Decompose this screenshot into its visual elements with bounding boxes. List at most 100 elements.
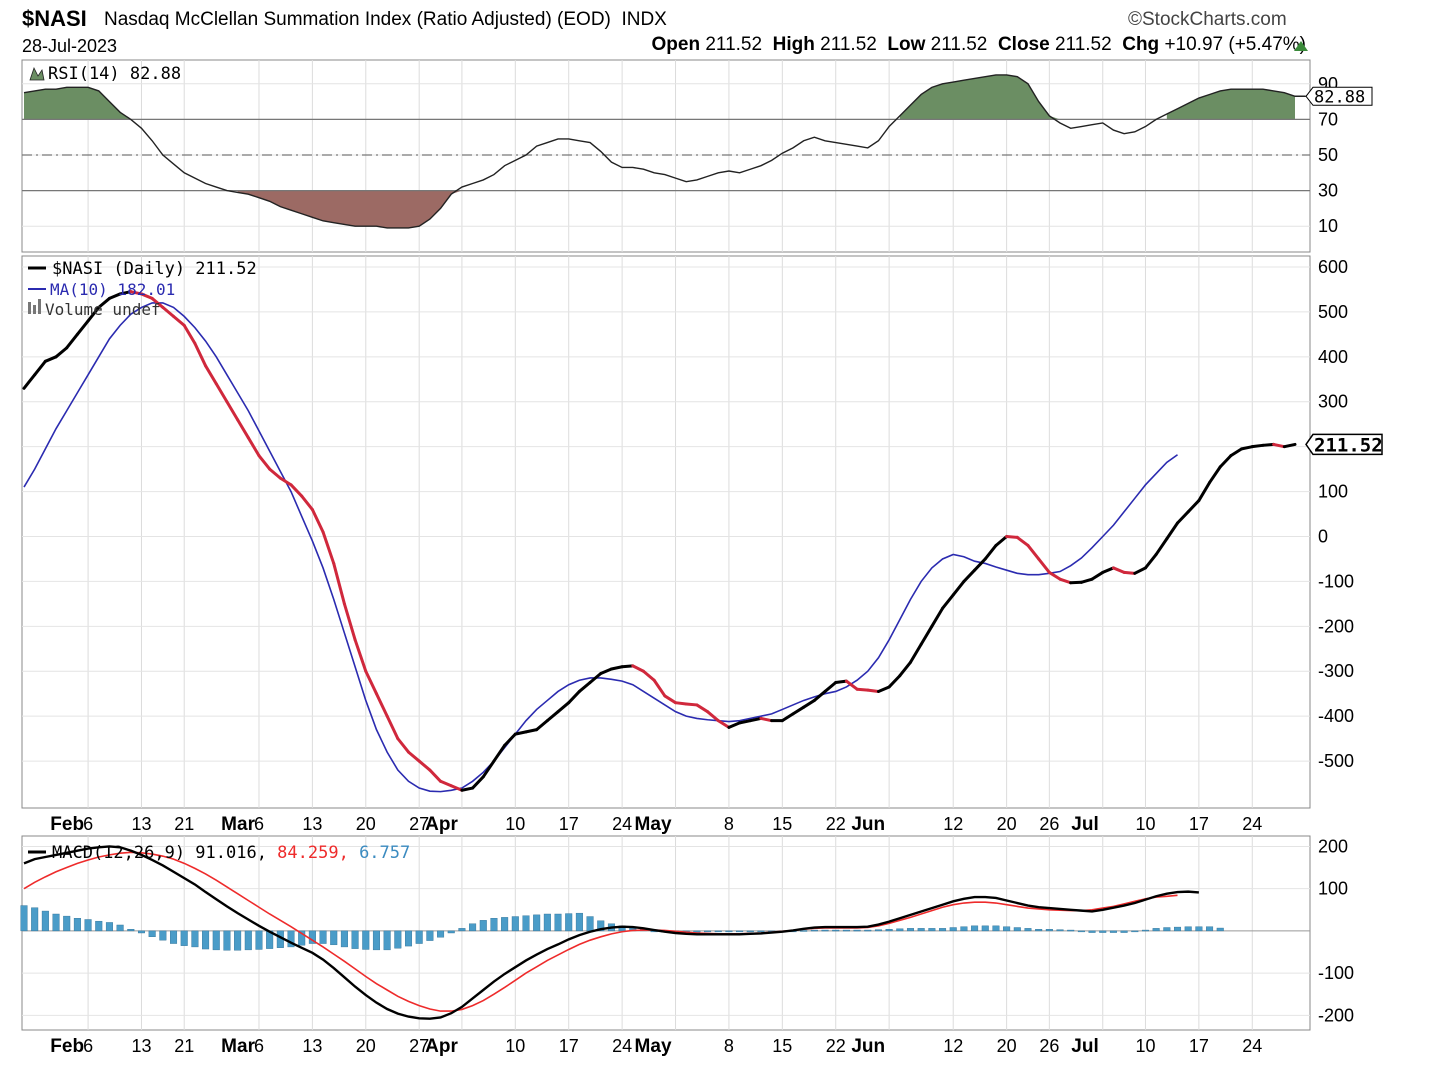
- macd-histogram-bar: [426, 930, 434, 941]
- price-segment: [1133, 566, 1147, 575]
- ma-value-tag-text: 182.01: [1316, 0, 1377, 5]
- brand-logo[interactable]: ©StockCharts.com: [1128, 9, 1287, 30]
- price-segment: [204, 364, 218, 386]
- macd-histogram-bar: [992, 925, 1000, 932]
- macd-histogram-bar: [746, 930, 754, 933]
- macd-histogram-bar: [170, 930, 178, 944]
- macd-histogram-bar: [362, 930, 370, 950]
- macd-histogram-bar: [1035, 929, 1043, 932]
- price-segment: [1026, 543, 1041, 561]
- price-segment: [33, 359, 47, 377]
- price-segment: [663, 694, 678, 705]
- price-segment: [1176, 510, 1190, 525]
- price-segment: [941, 593, 955, 610]
- date-label-month: Feb: [50, 814, 84, 835]
- price-segment: [930, 606, 945, 628]
- macd-histogram-bar: [725, 930, 733, 933]
- macd-histogram-bar: [31, 907, 39, 932]
- price-segment: [1047, 570, 1062, 581]
- price-segment: [1015, 535, 1030, 547]
- date-label: 20: [356, 814, 376, 834]
- macd-tick-label: 100: [1318, 879, 1348, 899]
- date-label: 24: [612, 814, 632, 834]
- price-segment: [983, 543, 998, 561]
- price-segment: [513, 730, 528, 736]
- high-value: 211.52: [820, 34, 877, 55]
- macd-histogram-bar: [404, 930, 413, 947]
- price-segment: [492, 743, 507, 763]
- macd-legend-part: MACD(12,26,9) 91.016,: [52, 843, 267, 863]
- hist-value-tag-text: 6.757: [1314, 0, 1365, 5]
- date-label: 17: [559, 814, 579, 834]
- macd-histogram-bar: [415, 930, 423, 944]
- price-segment: [1122, 570, 1137, 575]
- price-segment: [876, 685, 891, 693]
- date-label: 17: [1189, 1036, 1209, 1056]
- date-label-month: May: [635, 1036, 672, 1057]
- macd-histogram-bar: [1077, 930, 1085, 933]
- price-segment: [1240, 445, 1254, 451]
- price-segment: [43, 355, 58, 363]
- date-label: 6: [83, 814, 93, 834]
- price-segment: [407, 750, 421, 763]
- price-segment: [225, 400, 240, 422]
- price-segment: [1079, 577, 1094, 584]
- macd-histogram-bar: [1195, 926, 1203, 932]
- low-label: Low: [887, 34, 926, 55]
- macd-histogram-bar: [554, 913, 562, 932]
- ma-legend-text: MA(10) 182.01: [50, 280, 175, 299]
- price-segment: [86, 305, 101, 323]
- macd-histogram-bar: [1152, 928, 1160, 932]
- macd-histogram-bar: [202, 930, 210, 950]
- open-value: 211.52: [705, 34, 763, 55]
- macd-histogram-bar: [319, 930, 327, 944]
- macd-histogram-bar: [1120, 930, 1128, 933]
- date-label: 26: [1039, 814, 1059, 834]
- price-segment: [1165, 521, 1180, 541]
- macd-histogram-bar: [800, 930, 808, 932]
- price-segment: [161, 305, 176, 318]
- price-segment: [182, 323, 197, 345]
- price-segment: [214, 382, 229, 404]
- price-tick-label: -400: [1318, 706, 1354, 726]
- price-segment: [588, 671, 603, 684]
- macd-legend-part: 84.259,: [267, 843, 349, 863]
- price-segment: [898, 660, 912, 678]
- rsi-tick-label: 70: [1318, 109, 1338, 129]
- chg-value: +10.97 (+5.47%): [1164, 34, 1306, 55]
- open-label: Open: [651, 34, 701, 55]
- macd-histogram-bar: [586, 916, 594, 932]
- price-segment: [545, 710, 560, 723]
- macd-histogram-bar: [832, 929, 840, 932]
- macd-histogram-bar: [971, 925, 979, 932]
- price-segment: [1218, 454, 1233, 469]
- price-segment: [908, 642, 923, 664]
- macd-histogram-bar: [372, 930, 380, 951]
- macd-histogram-bar: [939, 928, 947, 932]
- macd-histogram-bar: [1024, 928, 1032, 932]
- price-segment: [1282, 442, 1297, 449]
- price-segment: [524, 728, 539, 734]
- price-segment: [417, 759, 432, 772]
- price-segment: [236, 418, 250, 440]
- macd-histogram-bar: [84, 919, 92, 932]
- macd-histogram-bar: [437, 930, 445, 938]
- date-label: 13: [302, 814, 322, 834]
- price-segment: [75, 319, 90, 336]
- price-segment: [652, 678, 667, 698]
- macd-histogram-bar: [223, 930, 231, 951]
- price-segment: [353, 638, 368, 673]
- date-label: 8: [724, 814, 734, 834]
- date-label: 6: [254, 814, 264, 834]
- date-label: 20: [997, 814, 1017, 834]
- macd-histogram-bar: [1045, 929, 1053, 932]
- price-segment: [172, 314, 186, 327]
- macd-histogram-bar: [212, 930, 220, 951]
- macd-histogram-bar: [1206, 926, 1214, 932]
- macd-histogram-bar: [137, 930, 145, 934]
- up-arrow-icon: [1294, 41, 1308, 51]
- price-segment: [609, 665, 624, 671]
- date-label: 21: [174, 1036, 194, 1056]
- date-label: 6: [83, 1036, 93, 1056]
